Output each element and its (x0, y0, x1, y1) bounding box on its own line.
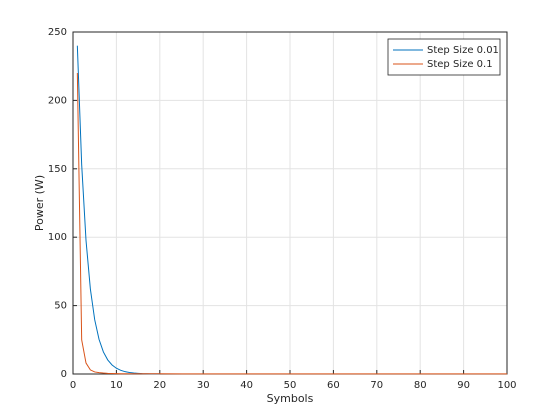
y-axis-label: Power (W) (33, 175, 46, 231)
x-tick-label: 10 (110, 380, 123, 391)
x-tick-label: 50 (284, 380, 297, 391)
y-tick-label: 100 (48, 232, 67, 243)
x-tick-label: 30 (197, 380, 210, 391)
y-tick-label: 250 (48, 27, 67, 38)
legend-label: Step Size 0.1 (427, 59, 493, 70)
legend-label: Step Size 0.01 (427, 45, 499, 56)
data-line (76, 73, 507, 375)
y-tick-label: 150 (48, 164, 67, 175)
x-tick-label: 100 (497, 380, 516, 391)
y-tick-label: 0 (61, 369, 67, 380)
x-tick-label: 60 (327, 380, 340, 391)
x-tick-label: 90 (457, 380, 470, 391)
x-tick-label: 70 (370, 380, 383, 391)
x-tick-label: 0 (70, 380, 76, 391)
y-tick-label: 200 (48, 95, 67, 106)
x-tick-label: 40 (240, 380, 253, 391)
y-tick-label: 50 (54, 301, 67, 312)
x-tick-label: 20 (153, 380, 166, 391)
x-axis-label: Symbols (267, 392, 314, 405)
x-tick-label: 80 (414, 380, 427, 391)
legend-box (387, 38, 501, 76)
